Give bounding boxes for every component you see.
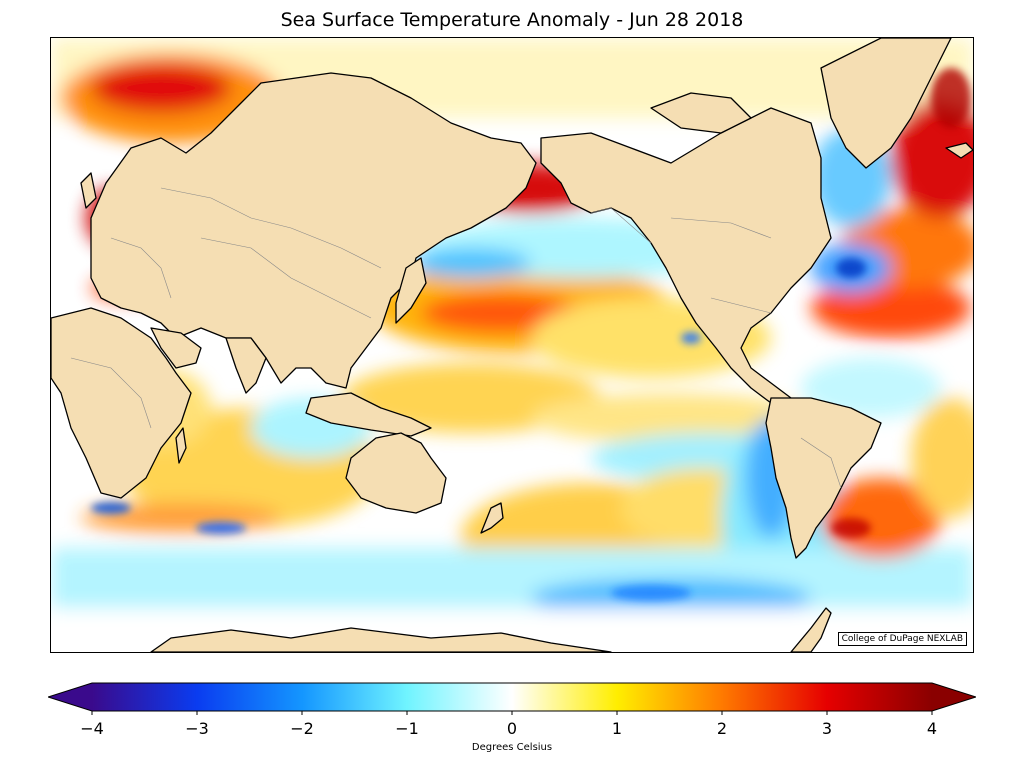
japan bbox=[395, 257, 427, 324]
map-canvas bbox=[51, 38, 973, 652]
land bbox=[51, 38, 973, 652]
north-america-landmass bbox=[540, 107, 832, 404]
iceland bbox=[945, 142, 973, 159]
greenland bbox=[820, 38, 952, 169]
colorbar-tick-label: 1 bbox=[611, 719, 623, 738]
sst-anomaly-map: College of DuPage NEXLAB bbox=[50, 37, 974, 653]
antarctica bbox=[150, 627, 612, 652]
australia-landmass bbox=[345, 432, 447, 514]
credit-label: College of DuPage NEXLAB bbox=[837, 632, 967, 646]
colorbar-tick-label: −3 bbox=[185, 719, 209, 738]
india-landmass bbox=[225, 337, 267, 394]
indonesia-islands bbox=[305, 392, 432, 437]
colorbar-tick-label: 3 bbox=[821, 719, 833, 738]
colorbar bbox=[48, 682, 976, 715]
colorbar-tick-label: −1 bbox=[395, 719, 419, 738]
colorbar-tick-label: 0 bbox=[506, 719, 518, 738]
map-title: Sea Surface Temperature Anomaly - Jun 28… bbox=[280, 9, 744, 31]
colorbar-label: Degrees Celsius bbox=[471, 742, 553, 753]
colorbar-tick-label: 4 bbox=[926, 719, 938, 738]
south-america-landmass bbox=[765, 397, 882, 559]
arctic-islands bbox=[650, 92, 752, 134]
antarctic-peninsula bbox=[790, 607, 832, 652]
madagascar bbox=[175, 427, 187, 464]
colorbar-ticks bbox=[91, 711, 933, 715]
colorbar-tick-label: 2 bbox=[716, 719, 728, 738]
colorbar-tick-label: −2 bbox=[290, 719, 314, 738]
arabia-landmass bbox=[150, 327, 202, 369]
uk bbox=[80, 172, 97, 209]
anomaly-field bbox=[51, 38, 973, 652]
colorbar-bar bbox=[48, 682, 976, 712]
colorbar-tick-label: −4 bbox=[80, 719, 104, 738]
new-zealand bbox=[480, 502, 504, 534]
africa-landmass bbox=[51, 307, 192, 499]
country-borders bbox=[70, 187, 842, 489]
